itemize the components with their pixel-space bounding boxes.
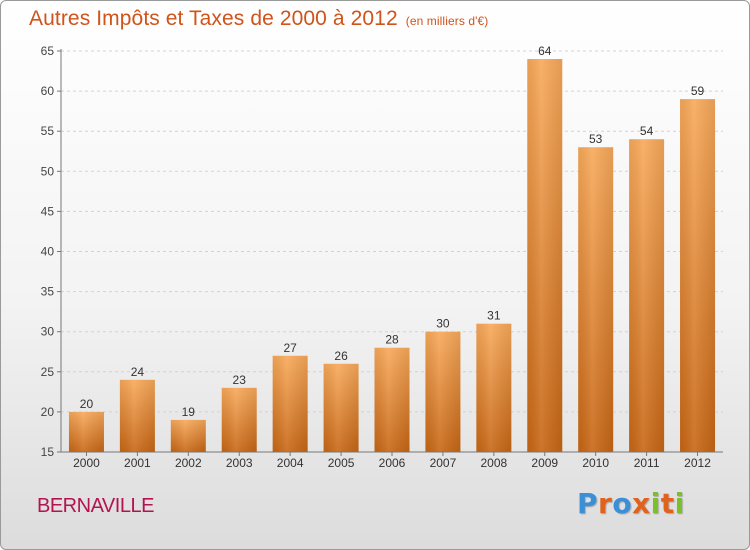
bars-layer: 20 24 19 23 27 26 28 30 31 64 53 54 59 [68,44,716,453]
bar-value-label: 19 [182,405,196,419]
logo-letter: P [577,487,599,520]
bar-value-label: 64 [538,44,552,58]
bar-shading [374,347,410,452]
y-tick-label: 20 [41,405,55,419]
logo-letter: t [660,487,675,520]
bar-value-label: 23 [233,373,247,387]
x-tick-label: 2012 [684,456,711,470]
bar-shading [680,99,716,453]
chart-title: Autres Impôts et Taxes de 2000 à 2012 (en… [29,7,488,31]
axis-layer: 15 20 25 30 35 40 45 50 55 60 65 2000 2001 2002 2003 20… [41,44,723,470]
bar-value-label: 24 [131,365,145,379]
bar-shading [170,419,206,452]
bar-value-label: 26 [334,349,348,363]
bar-value-label: 59 [691,84,705,98]
logo-letter: r [598,487,613,520]
bar-shading [629,139,665,452]
y-tick-label: 50 [41,164,55,178]
bar-shading [323,363,359,452]
bar-value-label: 31 [487,309,501,323]
chart-subtitle: (en milliers d'€) [405,14,489,28]
x-tick-label: 2001 [124,456,151,470]
bar-shading [221,387,257,452]
chart-title-text: Autres Impôts et Taxes de 2000 à 2012 [29,7,398,30]
y-tick-label: 40 [41,245,55,259]
x-tick-label: 2005 [328,456,355,470]
logo-letter: i [674,487,685,520]
logo-letter: x [632,487,651,520]
proxiti-logo: Proxiti [577,487,685,520]
bar-shading [425,331,461,452]
bar-shading [272,355,308,452]
bar-value-label: 30 [436,317,450,331]
bar-shading [527,59,563,453]
x-tick-label: 2000 [73,456,100,470]
x-tick-label: 2002 [175,456,202,470]
x-tick-label: 2004 [277,456,304,470]
y-tick-label: 25 [41,365,55,379]
y-tick-label: 15 [41,445,55,459]
logo-letter: o [612,487,633,520]
bar-shading [68,411,104,452]
y-tick-label: 45 [41,204,55,218]
x-tick-label: 2011 [634,456,660,470]
commune-name: BERNAVILLE [37,495,154,517]
logo-letter: i [650,487,661,520]
bar-value-label: 53 [589,132,603,146]
x-tick-label: 2008 [480,456,507,470]
y-tick-label: 30 [41,325,55,339]
y-tick-label: 60 [41,84,55,98]
bar-value-label: 54 [640,124,654,138]
bar-value-label: 28 [385,333,399,347]
bar-value-label: 27 [283,341,297,355]
x-tick-label: 2003 [226,456,253,470]
bar-value-label: 20 [80,397,94,411]
bar-shading [476,323,512,452]
x-tick-label: 2010 [582,456,609,470]
y-tick-label: 55 [41,124,55,138]
x-tick-label: 2006 [379,456,406,470]
bar-shading [578,147,614,453]
y-tick-label: 35 [41,285,55,299]
y-tick-label: 65 [41,44,55,58]
x-tick-label: 2009 [531,456,558,470]
bar-shading [119,379,155,452]
x-tick-label: 2007 [430,456,457,470]
